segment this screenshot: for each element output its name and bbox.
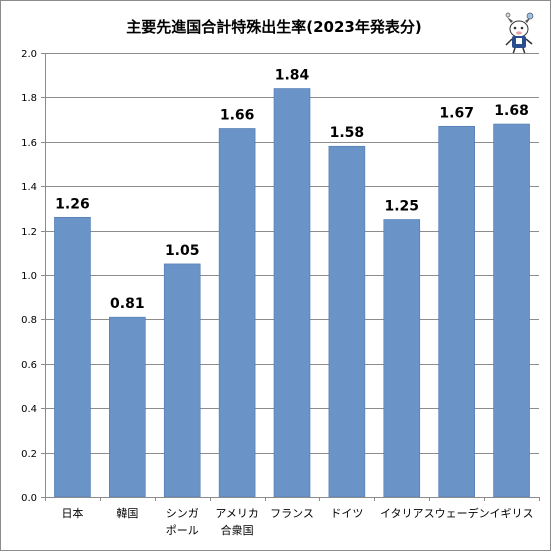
x-tick-label: フランス: [270, 507, 314, 520]
data-label: 1.68: [494, 103, 529, 119]
x-tick-label: 韓国: [116, 507, 138, 520]
data-label: 1.58: [330, 125, 365, 141]
data-label: 1.66: [220, 107, 255, 123]
bar: [218, 128, 256, 498]
bar: [383, 219, 421, 498]
x-tick-label: ポール: [166, 524, 199, 537]
bar: [328, 145, 366, 498]
x-tick-label: イギリス: [490, 507, 534, 520]
data-label: 1.67: [439, 105, 474, 121]
data-labels: 1.26 0.81 1.05 1.66 1.84 1.58 1.25 1.67 1.68: [55, 68, 529, 313]
y-tick-label: 0.8: [21, 315, 37, 326]
y-tick-label: 0.0: [21, 493, 37, 504]
y-tick-label: 1.6: [21, 138, 37, 149]
data-label: 1.25: [385, 199, 420, 215]
mascot-icon: [505, 12, 534, 55]
data-label: 1.05: [165, 243, 200, 259]
y-tick-label: 2.0: [21, 49, 37, 60]
y-tick-label: 1.2: [21, 227, 37, 238]
x-tick-label: シンガ: [166, 507, 199, 520]
x-tick-label: イタリア: [380, 507, 424, 520]
data-label: 1.84: [275, 68, 310, 84]
y-tick-label: 1.8: [21, 93, 37, 104]
y-tick-label: 1.4: [21, 182, 37, 193]
bar: [109, 316, 146, 498]
data-label: 0.81: [110, 296, 145, 312]
y-tick-label: 1.0: [21, 271, 37, 282]
y-tick-label: 0.4: [21, 404, 37, 415]
bar: [438, 125, 475, 498]
x-tick-label: ドイツ: [330, 507, 363, 520]
bar: [163, 263, 201, 498]
y-tick-label: 0.2: [21, 449, 37, 460]
y-axis-ticks: 0.0 0.2 0.4 0.6 0.8 1.0 1.2 1.4 1.6 1.8 2.0: [21, 49, 45, 504]
bar: [493, 123, 530, 498]
axes: [45, 53, 539, 498]
x-tick-label: 日本: [61, 506, 83, 520]
x-tick-label: 合衆国: [221, 523, 254, 537]
bars: [54, 88, 530, 498]
data-label: 1.26: [55, 196, 90, 212]
bar: [54, 216, 91, 498]
chart-title: 主要先進国合計特殊出生率(2023年発表分): [126, 18, 421, 36]
bar: [273, 88, 311, 498]
y-tick-label: 0.6: [21, 360, 37, 371]
x-tick-label: アメリカ: [215, 507, 258, 520]
x-tick-label: スウェーデン: [424, 506, 490, 520]
